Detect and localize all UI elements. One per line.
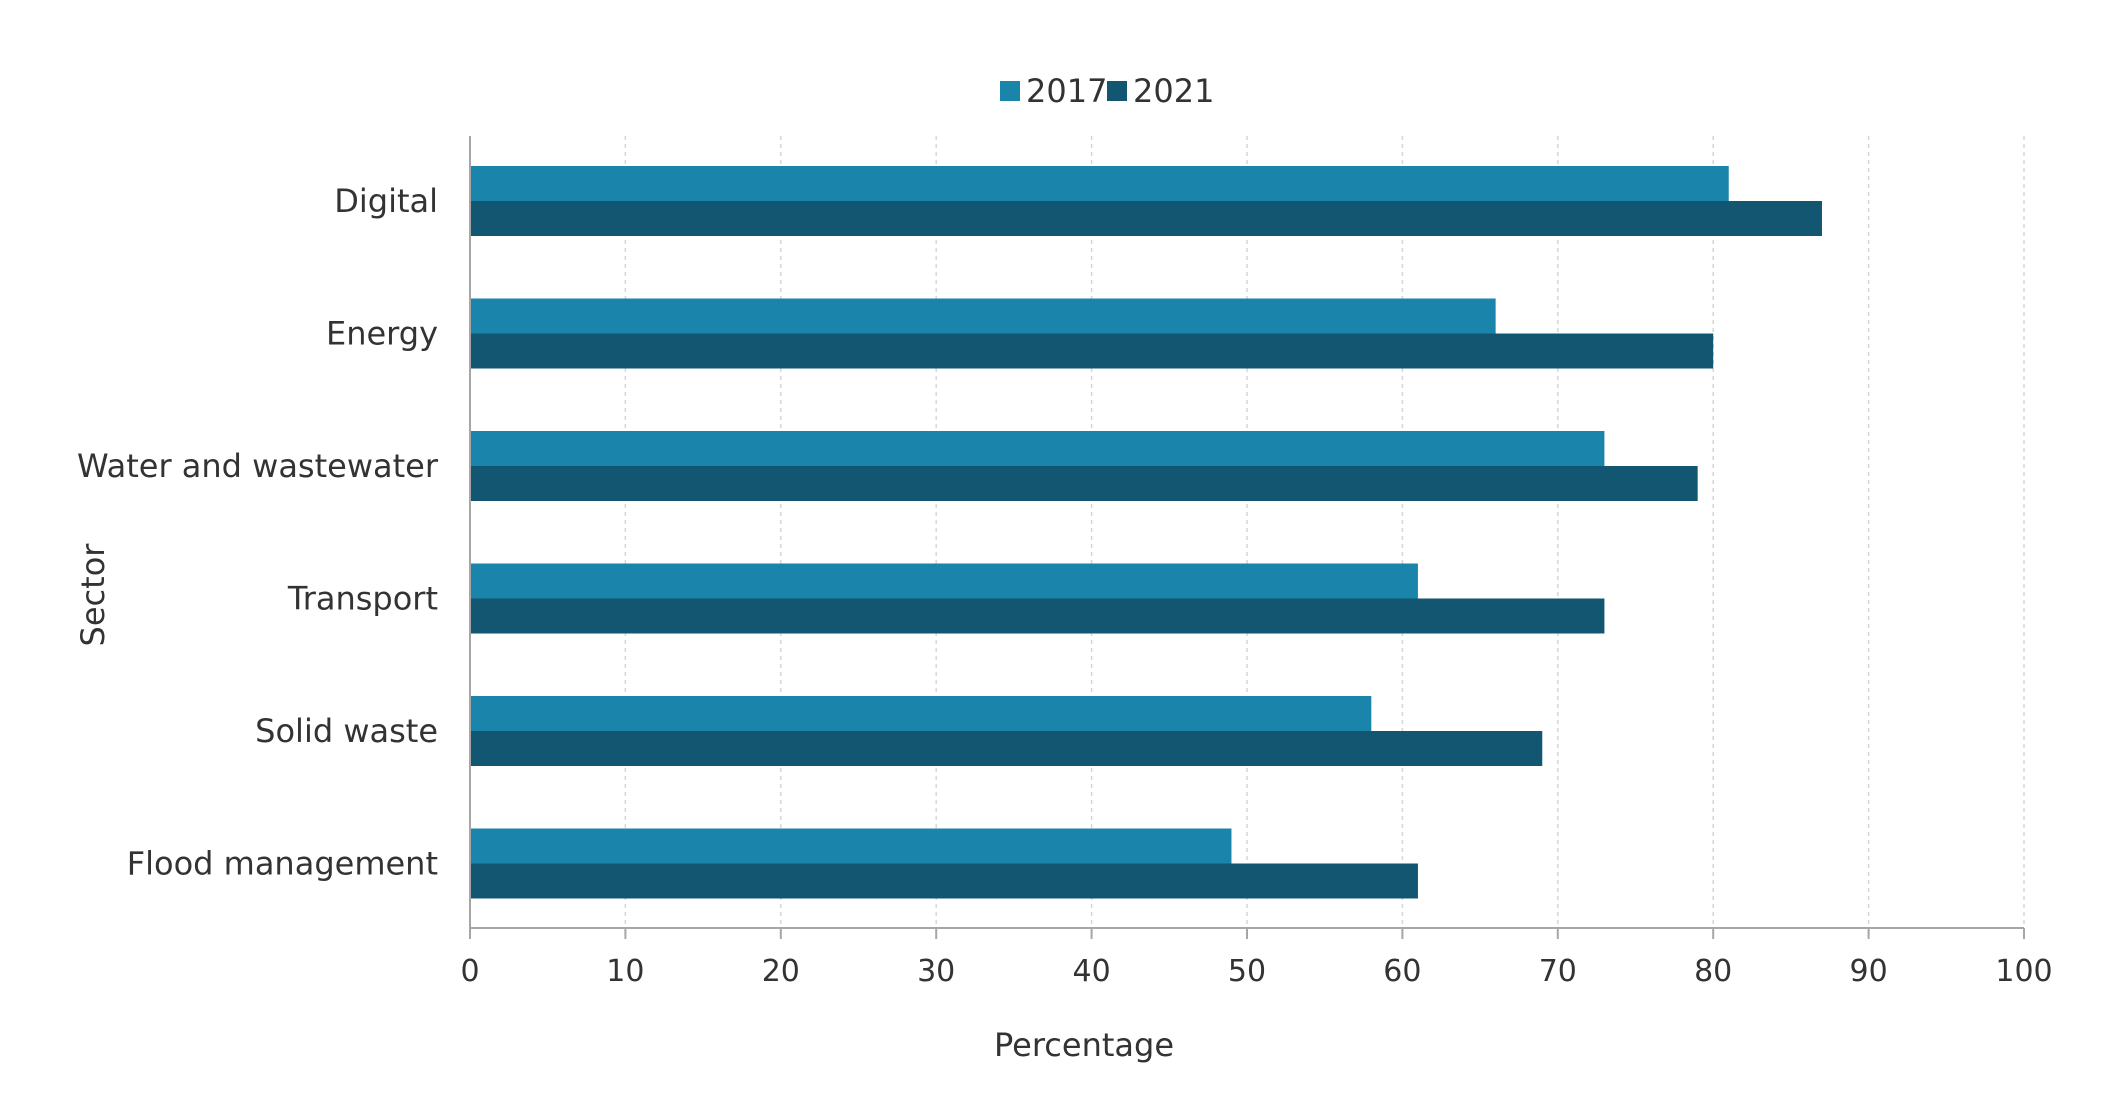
- legend-swatch-2021: [1107, 81, 1127, 101]
- x-tick-label: 30: [917, 954, 955, 989]
- bar-2021-transport: [470, 598, 1605, 634]
- x-axis-title: Percentage: [994, 1026, 1174, 1064]
- x-tick-label: 80: [1694, 954, 1732, 989]
- x-axis-ticks: 0 10 20 30 40 50 60 70 80 90 100: [460, 928, 2053, 989]
- x-tick-label: 50: [1228, 954, 1266, 989]
- bar-2021-energy: [470, 333, 1714, 369]
- legend-label-2021: 2021: [1133, 72, 1214, 110]
- category-labels: Digital Energy Water and wastewater Transpo…: [77, 182, 439, 883]
- bar-2021-flood-management: [470, 863, 1418, 899]
- legend-label-2017: 2017: [1026, 72, 1107, 110]
- category-label: Energy: [326, 315, 438, 353]
- category-label: Transport: [287, 580, 438, 618]
- gridlines: [624, 136, 2025, 928]
- bar-2021-solid-waste: [470, 731, 1543, 766]
- x-tick-label: 20: [762, 954, 800, 989]
- bar-2021-water-and-wastewater: [470, 466, 1698, 501]
- category-label: Flood management: [127, 845, 438, 883]
- x-tick-label: 60: [1383, 954, 1421, 989]
- y-axis-title: Sector: [74, 543, 112, 647]
- x-tick-label: 100: [1995, 954, 2052, 989]
- bars: [470, 166, 1822, 899]
- bar-2017-solid-waste: [470, 696, 1372, 731]
- legend-swatch-2017: [1000, 81, 1020, 101]
- x-tick-label: 90: [1850, 954, 1888, 989]
- x-tick-label: 70: [1539, 954, 1577, 989]
- x-tick-label: 40: [1073, 954, 1111, 989]
- category-label: Digital: [334, 182, 438, 220]
- bar-2017-flood-management: [470, 828, 1232, 864]
- x-tick-label: 10: [606, 954, 644, 989]
- bar-2017-energy: [470, 298, 1496, 334]
- bar-2017-digital: [470, 166, 1729, 201]
- category-label: Water and wastewater: [77, 447, 439, 485]
- bar-2017-water-and-wastewater: [470, 431, 1605, 466]
- legend: 2017 2021: [1000, 72, 1214, 110]
- bar-2021-digital: [470, 201, 1822, 236]
- bar-2017-transport: [470, 563, 1418, 599]
- category-label: Solid waste: [255, 712, 438, 750]
- x-tick-label: 0: [460, 954, 479, 989]
